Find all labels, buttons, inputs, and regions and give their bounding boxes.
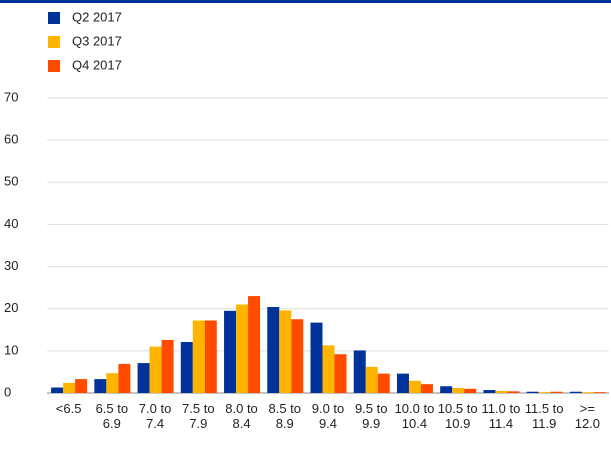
y-tick-label: 40 [4,216,18,231]
legend-label: Q3 2017 [72,33,122,48]
x-tick-label: 9.5 to 9.9 [354,401,388,431]
bar [538,392,551,393]
x-tick-label: 10.5 to 10.9 [437,401,478,431]
bar [334,354,347,393]
x-tick-label: 10.0 to 10.4 [394,401,435,431]
bar [396,373,409,393]
bar [310,322,323,393]
x-tick-label: >= 12.0 [574,401,601,431]
bar [224,310,237,393]
bar [51,387,64,393]
bar [63,382,76,393]
x-tick-label: <6.5 [55,401,82,416]
bar [267,307,280,393]
bar [118,363,131,393]
legend-swatch [48,60,60,72]
bar [569,391,582,393]
bar [408,380,421,393]
bar [526,391,539,393]
x-tick-label: 6.5 to 6.9 [95,401,129,431]
bar [452,387,465,393]
legend-label: Q4 2017 [72,57,122,72]
x-tick-label: 11.0 to 11.4 [481,401,521,431]
bar [440,386,453,393]
top-rule [0,0,611,3]
bar [495,390,508,393]
bar [161,339,174,393]
bar [94,379,107,393]
bar [483,390,496,393]
bar [550,391,563,393]
bar [291,319,304,393]
bar [581,392,594,393]
bar [236,304,249,393]
legend-swatch [48,12,60,24]
y-tick-label: 70 [4,89,18,104]
bar [137,363,150,393]
legend-swatch [48,36,60,48]
legend-label: Q2 2017 [72,9,122,24]
x-tick-label: 8.0 to 8.4 [225,401,258,431]
y-tick-label: 10 [4,342,18,357]
bar [593,392,606,393]
bar [106,373,119,393]
bar [365,366,378,393]
bar [248,296,261,393]
bar [507,391,520,393]
x-tick-label: 9.0 to 9.4 [311,401,345,431]
x-tick-label: 11.5 to 11.9 [524,401,564,431]
y-tick-label: 30 [4,258,18,273]
bar [180,342,193,393]
bar [149,346,162,393]
bar [420,384,433,393]
x-tick-label: 8.5 to 8.9 [268,401,302,431]
bar [204,320,217,393]
x-tick-label: 7.0 to 7.4 [138,401,172,431]
bar [75,379,88,393]
bar [353,350,366,393]
bar [322,345,335,393]
x-tick-label: 7.5 to 7.9 [182,401,215,431]
bar [377,373,390,393]
bar [279,310,292,393]
bar [192,320,205,393]
y-tick-label: 50 [4,174,18,189]
y-tick-label: 20 [4,300,18,315]
y-tick-label: 60 [4,132,18,147]
y-tick-label: 0 [4,384,11,399]
bar [464,388,477,393]
